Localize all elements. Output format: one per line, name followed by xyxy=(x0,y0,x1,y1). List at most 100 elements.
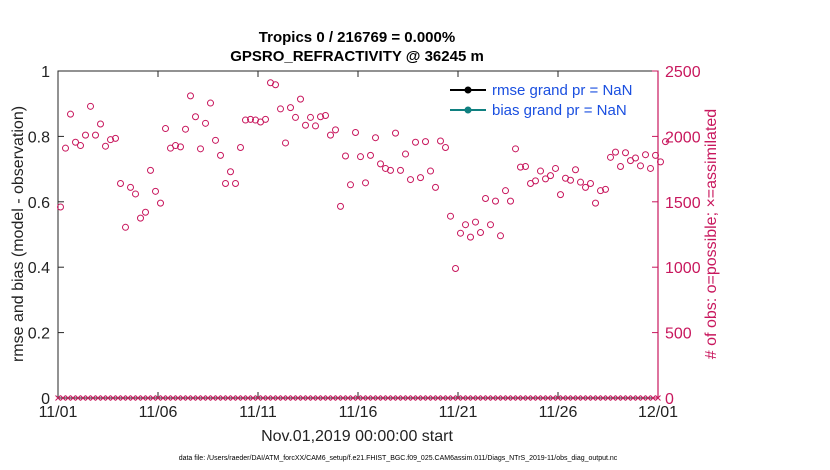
assimilated-obs-point xyxy=(445,395,451,401)
assimilated-series xyxy=(55,395,661,401)
assimilated-obs-point xyxy=(415,395,421,401)
possible-obs-point xyxy=(442,144,449,152)
assimilated-obs-point xyxy=(550,395,556,401)
assimilated-obs-point xyxy=(425,395,431,401)
assimilated-obs-point xyxy=(320,395,326,401)
assimilated-obs-point xyxy=(285,395,291,401)
x-axis-label: Nov.01,2019 00:00:00 start xyxy=(261,428,453,445)
possible-obs-point xyxy=(337,202,344,210)
possible-obs-point xyxy=(117,179,124,187)
assimilated-obs-point xyxy=(605,395,611,401)
assimilated-obs-point xyxy=(420,395,426,401)
x-tick-label: 11/01 xyxy=(39,404,78,421)
assimilated-obs-point xyxy=(520,395,526,401)
possible-obs-point xyxy=(162,125,169,133)
possible-obs-point xyxy=(212,136,219,144)
assimilated-obs-point xyxy=(430,395,436,401)
y-right-tick-label: 2500 xyxy=(665,64,701,81)
possible-obs-point xyxy=(92,131,99,139)
assimilated-obs-point xyxy=(525,395,531,401)
possible-obs-point xyxy=(522,162,529,170)
possible-obs-point xyxy=(322,111,329,119)
assimilated-obs-point xyxy=(125,395,131,401)
possible-obs-point xyxy=(557,191,564,199)
assimilated-obs-point xyxy=(555,395,561,401)
possible-obs-point xyxy=(327,131,334,139)
possible-obs-point xyxy=(127,183,134,191)
y-right-tick-label: 2000 xyxy=(665,129,701,146)
assimilated-obs-point xyxy=(495,395,501,401)
possible-obs-point xyxy=(217,151,224,159)
y-left-tick-label: 0 xyxy=(41,391,50,408)
assimilated-obs-point xyxy=(270,395,276,401)
assimilated-obs-point xyxy=(355,395,361,401)
possible-obs-point xyxy=(247,115,254,123)
possible-obs-point xyxy=(232,179,239,187)
assimilated-obs-point xyxy=(230,395,236,401)
possible-obs-point xyxy=(332,126,339,134)
assimilated-obs-point xyxy=(410,395,416,401)
possible-obs-point xyxy=(272,81,279,89)
possible-obs-point xyxy=(602,185,609,193)
x-tick-label: 11/06 xyxy=(139,404,178,421)
assimilated-obs-point xyxy=(465,395,471,401)
possible-obs-point xyxy=(67,110,74,118)
assimilated-obs-point xyxy=(365,395,371,401)
possible-obs-point xyxy=(142,208,149,216)
assimilated-obs-point xyxy=(510,395,516,401)
possible-obs-point xyxy=(497,232,504,240)
assimilated-obs-point xyxy=(175,395,181,401)
y-left-tick-label: 0.6 xyxy=(28,195,50,212)
y-axis-left: 0 0.2 0.4 0.6 0.8 1 xyxy=(28,64,64,408)
assimilated-obs-point xyxy=(440,395,446,401)
chart-title-line1: Tropics 0 / 216769 = 0.000% xyxy=(259,29,455,46)
assimilated-obs-point xyxy=(370,395,376,401)
assimilated-obs-point xyxy=(310,395,316,401)
assimilated-obs-point xyxy=(215,395,221,401)
assimilated-obs-point xyxy=(400,395,406,401)
legend-box xyxy=(444,79,650,119)
possible-obs-point xyxy=(432,183,439,191)
y-axis-right-label: # of obs: o=possible; ×=assimilated xyxy=(703,109,720,359)
assimilated-obs-point xyxy=(140,395,146,401)
possible-obs-point xyxy=(417,174,424,182)
possible-obs-point xyxy=(537,167,544,175)
y-right-tick-label: 500 xyxy=(665,326,692,343)
possible-obs-point xyxy=(317,113,324,121)
assimilated-obs-point xyxy=(405,395,411,401)
possible-obs-point xyxy=(372,134,379,142)
y-left-tick-label: 0.2 xyxy=(28,326,50,343)
possible-obs-point xyxy=(112,134,119,142)
assimilated-obs-point xyxy=(570,395,576,401)
possible-obs-point xyxy=(182,125,189,133)
assimilated-obs-point xyxy=(250,395,256,401)
possible-obs-point xyxy=(412,138,419,146)
assimilated-obs-point xyxy=(575,395,581,401)
possible-obs-point xyxy=(472,218,479,226)
possible-obs-point xyxy=(282,139,289,147)
chart-title-line2: GPSRO_REFRACTIVITY @ 36245 m xyxy=(230,48,484,65)
assimilated-obs-point xyxy=(595,395,601,401)
assimilated-obs-point xyxy=(110,395,116,401)
assimilated-obs-point xyxy=(475,395,481,401)
assimilated-obs-point xyxy=(280,395,286,401)
possible-obs-point xyxy=(187,92,194,100)
assimilated-obs-point xyxy=(305,395,311,401)
possible-obs-point xyxy=(392,129,399,137)
assimilated-obs-point xyxy=(655,395,661,401)
assimilated-obs-point xyxy=(60,395,66,401)
possible-obs-point xyxy=(147,166,154,174)
y-left-tick-label: 0.4 xyxy=(28,260,50,277)
assimilated-obs-point xyxy=(435,395,441,401)
legend-rmse-label: rmse grand pr = NaN xyxy=(492,82,632,99)
assimilated-obs-point xyxy=(225,395,231,401)
possible-obs-point xyxy=(567,176,574,184)
assimilated-obs-point xyxy=(455,395,461,401)
assimilated-obs-point xyxy=(160,395,166,401)
possible-obs-point xyxy=(617,162,624,170)
assimilated-obs-point xyxy=(195,395,201,401)
possible-obs-point xyxy=(377,160,384,168)
assimilated-obs-point xyxy=(645,395,651,401)
assimilated-obs-point xyxy=(540,395,546,401)
